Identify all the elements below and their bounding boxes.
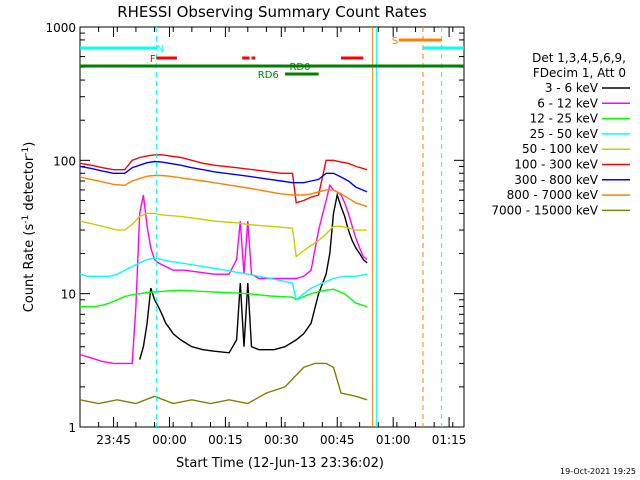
x-tick-label: 01:00: [376, 433, 411, 447]
legend-entry-label: 3 - 6 keV: [545, 81, 599, 95]
y-axis-label-sup-1: -1: [21, 215, 31, 224]
legend-entry-label: 50 - 100 keV: [522, 142, 599, 156]
legend-entry-label: 25 - 50 keV: [530, 127, 599, 141]
x-tick-label: 00:30: [264, 433, 299, 447]
series-line-3-6keV: [139, 192, 368, 360]
legend-entry-label: 800 - 7000 keV: [507, 188, 599, 202]
x-tick-label: 23:45: [96, 433, 131, 447]
series-line-50-100keV: [79, 212, 368, 258]
legend: Det 1,3,4,5,6,9, FDecim 1, Att 0 3 - 6 k…: [491, 51, 630, 217]
series-line-100-300keV: [79, 154, 368, 204]
legend-header-line-2: FDecim 1, Att 0: [533, 66, 626, 80]
plot-frame: [79, 26, 465, 428]
series-line-800-7000keV: [79, 174, 368, 208]
legend-entry-label: 300 - 800 keV: [514, 173, 598, 187]
x-tick-label: 00:15: [208, 433, 243, 447]
legend-header-line-1: Det 1,3,4,5,6,9,: [532, 51, 626, 65]
flag-label: RD0: [289, 62, 310, 73]
y-tick-label: 100: [53, 154, 76, 168]
x-axis-label: Start Time (12-Jun-13 23:36:02): [176, 456, 384, 471]
series-line-300-800keV: [79, 160, 368, 193]
legend-entry-label: 100 - 300 keV: [514, 158, 598, 172]
y-tick-label: 1000: [45, 21, 76, 35]
y-axis-label: Count Rate (s-1 detector-1): [21, 142, 37, 313]
x-tick-label: 01:15: [432, 433, 467, 447]
flag-label: S: [392, 36, 398, 47]
x-tick-label: 00:45: [320, 433, 355, 447]
footer-timestamp: 19-Oct-2021 19:25: [560, 467, 636, 476]
series-line-25-50keV: [79, 257, 368, 302]
chart-title: RHESSI Observing Summary Count Rates: [117, 3, 427, 21]
y-axis-label-main: Count Rate (s: [22, 224, 37, 313]
x-axis-ticks: 23:45 00:00 00:15 00:30 00:45 01:00 01:15: [79, 27, 467, 447]
legend-entry-label: 6 - 12 keV: [537, 96, 599, 110]
flag-label: F: [150, 54, 156, 65]
y-axis-label-mid: detector: [22, 155, 37, 215]
legend-entry-label: 7000 - 15000 keV: [491, 203, 598, 217]
y-tick-label: 1: [68, 421, 76, 435]
series-line-6-12keV: [79, 183, 368, 365]
y-axis-label-end: ): [22, 142, 37, 147]
legend-entry-label: 12 - 25 keV: [530, 112, 599, 126]
series-layer: [79, 154, 368, 405]
y-axis-label-sup-2: -1: [21, 147, 31, 156]
y-axis-ticks: 1 10 100 1000: [45, 21, 464, 435]
series-line-12-25keV: [80, 288, 368, 308]
vertical-markers: [155, 27, 443, 427]
x-tick-label: 00:00: [152, 433, 187, 447]
flag-label: RD6: [258, 70, 279, 81]
y-tick-label: 10: [61, 288, 76, 302]
series-line-7000-15000keV: [79, 362, 368, 405]
flag-bars: NF S RD0 RD6: [80, 36, 464, 81]
flag-label: N: [156, 44, 163, 55]
